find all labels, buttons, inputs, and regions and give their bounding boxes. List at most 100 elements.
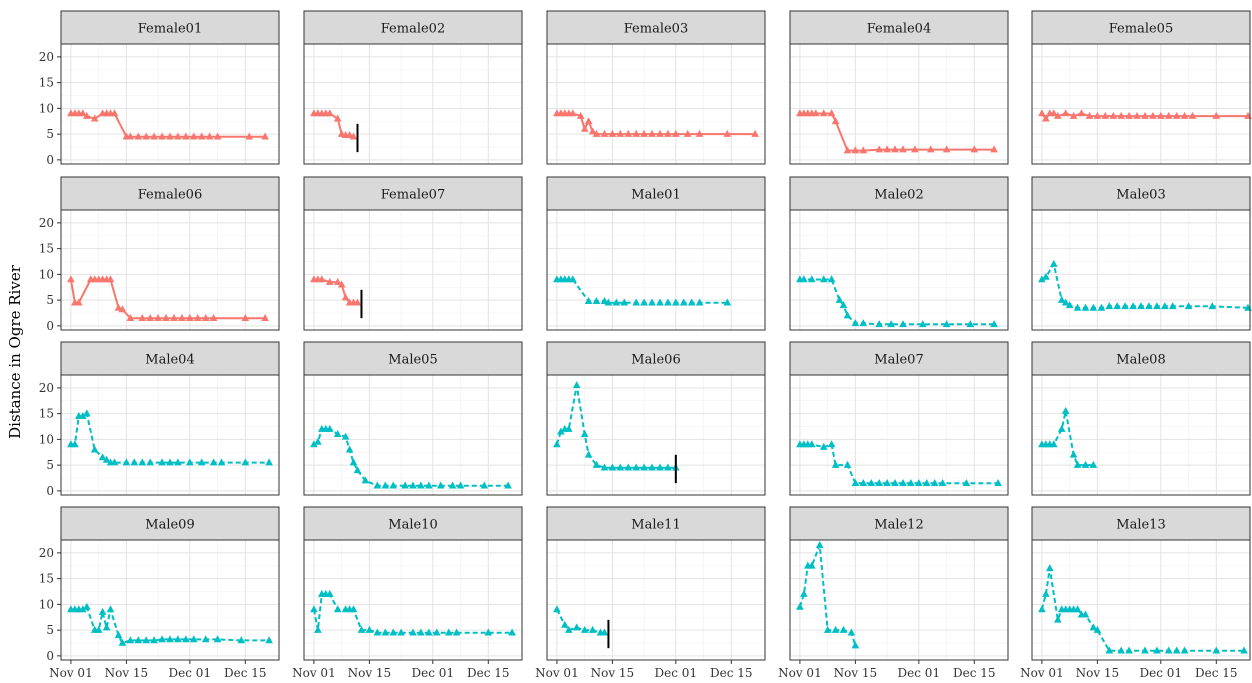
data-point [624,129,633,137]
data-point [875,145,883,153]
y-tick-label: 20 [39,216,54,230]
data-point [891,145,899,153]
data-point [942,320,951,328]
data-point [75,298,83,306]
panel-strip [546,10,766,45]
panel-strip [303,341,523,376]
data-point [134,636,143,644]
data-point [138,458,147,466]
data-point [569,109,577,117]
panel-background [790,540,1008,660]
data-point [122,458,131,466]
panel-border [60,539,280,661]
data-point [1109,111,1118,119]
data-point [1046,564,1054,572]
data-point [1149,111,1157,119]
y-tick-label: 0 [46,649,54,663]
data-point [389,628,397,636]
data-point [1157,111,1165,119]
data-point [110,109,119,117]
data-point [1042,114,1050,122]
data-point [580,430,589,437]
y-tick-label: 5 [46,293,54,307]
data-point [314,625,322,633]
series-line [1041,410,1094,467]
x-tick-label: Nov 01 [778,666,822,678]
data-point [237,636,246,644]
panel-background [547,375,765,495]
data-point [683,129,692,137]
data-point [182,635,190,643]
y-tick-label: 20 [39,381,54,395]
data-point [1050,440,1058,448]
data-point [580,124,589,132]
data-point [1172,646,1181,654]
data-point [102,623,111,631]
panel-strip [60,506,280,541]
data-point [1061,298,1070,306]
data-point [875,320,883,328]
panel-title: Female07 [381,188,445,203]
data-point [672,129,680,137]
facet-panel-male06: Male06 [546,341,766,496]
data-point [1038,275,1046,283]
data-point [576,111,585,119]
data-point [942,145,951,153]
x-tick-label: Nov 01 [535,666,579,678]
data-point [1117,646,1125,654]
facet-panel-male03: Male03 [1031,176,1252,331]
panel-border [546,209,766,331]
data-point [261,132,269,140]
x-tick-label: Dec 01 [169,666,212,678]
data-point [1065,301,1074,309]
data-point [1073,460,1082,468]
data-point [209,314,218,321]
data-point [922,479,931,486]
y-tick-label: 5 [46,623,54,637]
data-point [1153,302,1161,310]
data-point [687,298,696,306]
data-point [723,129,732,137]
data-point [640,298,648,306]
panel-strip [303,506,523,541]
data-point [632,298,640,306]
data-point [90,445,99,453]
data-point [1164,111,1173,119]
panel-strip [546,506,766,541]
data-point [158,132,166,140]
data-point [800,275,808,283]
data-point [640,463,648,471]
data-point [1133,111,1141,119]
data-point [1184,302,1193,310]
facet-panel-female03: Female03 [546,10,766,165]
data-point [310,440,318,448]
data-point [1145,302,1153,310]
data-point [337,280,346,288]
data-point [1042,589,1050,597]
data-point [1081,303,1090,311]
data-point [162,314,170,321]
data-point [174,635,182,643]
panel-background [547,540,765,660]
data-point [353,466,362,474]
data-point [608,129,617,137]
data-point [417,628,425,636]
data-point [911,145,919,153]
data-point [843,311,852,319]
facet-panel-female06: Female06 0 5 10 15 20 [39,176,280,333]
panel-background [304,210,522,330]
facet-panel-male07: Male07 [789,341,1009,496]
data-point [819,109,828,117]
data-point [812,109,820,117]
panel-title: Male12 [874,518,923,533]
panel-title: Male01 [631,188,680,203]
data-point [130,458,139,466]
data-point [433,628,441,636]
data-point [318,275,326,283]
data-point [333,605,342,613]
facet-panel-female02: Female02 [303,10,523,165]
panel-border [1031,539,1251,661]
y-tick-label: 0 [46,484,54,498]
data-point [656,463,664,471]
panel-strip [789,176,1009,211]
